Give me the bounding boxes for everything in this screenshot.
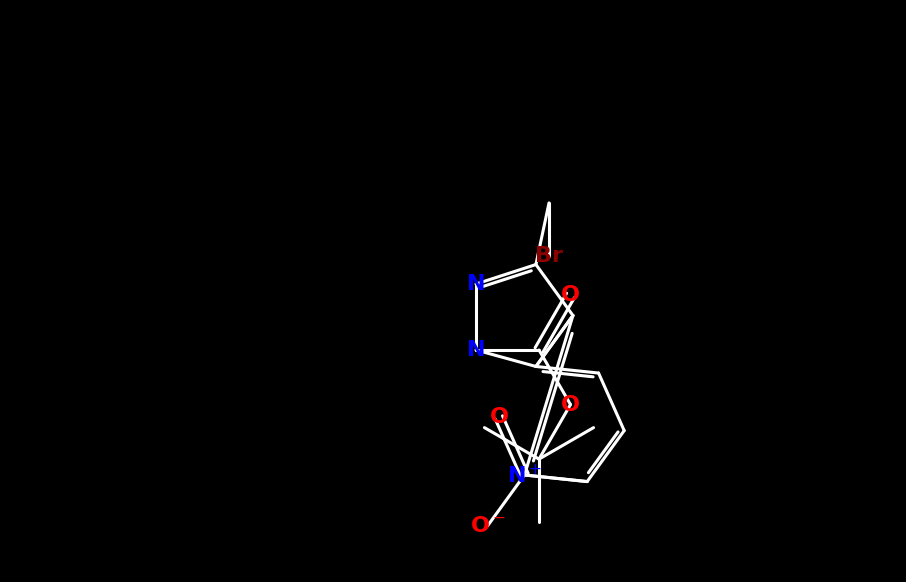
Text: N$^+$: N$^+$: [506, 463, 542, 487]
Text: O$^-$: O$^-$: [469, 516, 506, 536]
Text: O: O: [489, 407, 508, 427]
Text: O: O: [561, 285, 580, 306]
Text: N: N: [467, 340, 486, 360]
Text: N: N: [467, 274, 486, 294]
Text: O: O: [561, 395, 580, 414]
Text: Br: Br: [535, 246, 563, 267]
